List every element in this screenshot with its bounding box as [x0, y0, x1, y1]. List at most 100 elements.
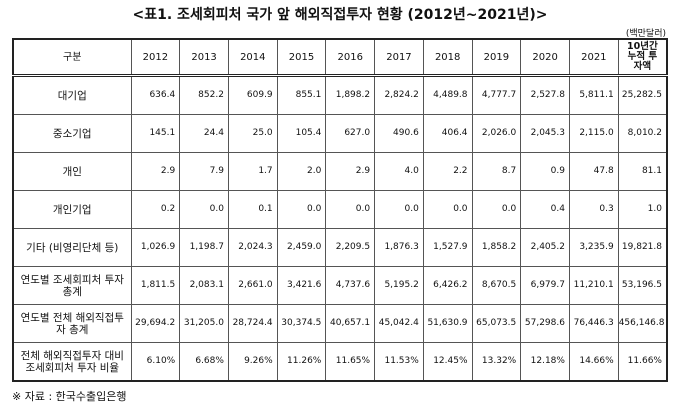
cell: 0.4	[520, 190, 570, 229]
cell: 627.0	[325, 114, 376, 153]
cell: 4,737.6	[325, 266, 376, 305]
cell: 12.18%	[520, 342, 570, 382]
cell: 40,657.1	[325, 304, 376, 343]
cell: 11.65%	[325, 342, 376, 382]
cell: 2,527.8	[520, 75, 570, 115]
cell: 6.68%	[179, 342, 229, 382]
cell: 8,670.5	[471, 266, 522, 305]
source-note: ※ 자료 : 한국수출입은행	[12, 390, 127, 403]
cell: 8.7	[471, 152, 522, 191]
column-header: 2019	[471, 38, 522, 77]
cell: 53,196.5	[617, 266, 668, 305]
column-header: 2014	[227, 38, 278, 77]
cell: 2.0	[276, 152, 327, 191]
cell: 9.26%	[227, 342, 278, 382]
cell: 47.8	[568, 152, 619, 191]
table-row: 대기업 636.4 852.2 609.9 855.1 1,898.2 2,824.2 4,4…	[12, 75, 668, 115]
cell: 0.1	[227, 190, 278, 229]
header-row: 구분 2012 2013 2014 2015 2016 2017 2018 2019 2020 20…	[12, 38, 668, 77]
cell: 11.53%	[374, 342, 424, 382]
cell: 1,026.9	[130, 228, 181, 267]
cell: 81.1	[617, 152, 668, 191]
cell: 0.0	[276, 190, 327, 229]
cell: 1,527.9	[422, 228, 473, 267]
cell: 855.1	[276, 75, 327, 115]
cell: 24.4	[179, 114, 229, 153]
cell: 1,898.2	[325, 75, 376, 115]
cell: 3,235.9	[568, 228, 619, 267]
column-header: 2012	[130, 38, 181, 77]
cell: 636.4	[130, 75, 181, 115]
cell: 51,630.9	[422, 304, 473, 343]
cell: 406.4	[422, 114, 473, 153]
cell: 0.0	[471, 190, 522, 229]
cell: 14.66%	[568, 342, 619, 382]
table-row: 개인 2.9 7.9 1.7 2.0 2.9 4.0 2.2 8.7 0.9 47.8 81.1	[12, 152, 668, 191]
cell: 2,405.2	[520, 228, 570, 267]
row-label: 개인	[12, 152, 132, 191]
cell: 11.26%	[276, 342, 327, 382]
title: <표1. 조세회피처 국가 앞 해외직접투자 현황 (2012년~2021년)>	[132, 7, 548, 23]
cell: 0.0	[422, 190, 473, 229]
column-header: 2021	[568, 38, 619, 77]
cell: 12.45%	[422, 342, 473, 382]
cell: 2,083.1	[179, 266, 229, 305]
cell: 456,146.8	[617, 304, 668, 343]
row-label: 대기업	[12, 75, 132, 115]
cell: 30,374.5	[276, 304, 327, 343]
table-row: 중소기업 145.1 24.4 25.0 105.4 627.0 490.6 406.4 2,0…	[12, 114, 668, 153]
column-header: 2017	[374, 38, 424, 77]
cell: 45,042.4	[374, 304, 424, 343]
cell: 5,195.2	[374, 266, 424, 305]
table-row: 연도별 전체 해외직접투자 총계 29,694.2 31,205.0 28,724.4…	[12, 304, 668, 343]
cell: 4,777.7	[471, 75, 522, 115]
cell: 2,026.0	[471, 114, 522, 153]
row-label: 기타 (비영리단체 등)	[12, 228, 132, 267]
cell: 2,115.0	[568, 114, 619, 153]
cell: 1,811.5	[130, 266, 181, 305]
cell: 1,858.2	[471, 228, 522, 267]
cell: 0.0	[374, 190, 424, 229]
cell: 3,421.6	[276, 266, 327, 305]
cell: 6.10%	[130, 342, 181, 382]
cell: 31,205.0	[179, 304, 229, 343]
cell: 19,821.8	[617, 228, 668, 267]
data-table: 구분 2012 2013 2014 2015 2016 2017 2018 2019 2020 20…	[12, 38, 668, 382]
cell: 8,010.2	[617, 114, 668, 153]
cell: 0.0	[179, 190, 229, 229]
column-header: 구분	[12, 38, 132, 77]
cell: 11,210.1	[568, 266, 619, 305]
unit: (백만달러)	[625, 29, 666, 39]
cell: 76,446.3	[568, 304, 619, 343]
cell: 1.7	[227, 152, 278, 191]
cell: 4,489.8	[422, 75, 473, 115]
column-header: 2020	[520, 38, 570, 77]
cell: 6,426.2	[422, 266, 473, 305]
cell: 5,811.1	[568, 75, 619, 115]
row-label: 연도별 조세회피처 투자총계	[12, 266, 132, 305]
cell: 2,045.3	[520, 114, 570, 153]
cell: 0.2	[130, 190, 181, 229]
cell: 0.9	[520, 152, 570, 191]
cell: 7.9	[179, 152, 229, 191]
cell: 28,724.4	[227, 304, 278, 343]
column-header: 2013	[179, 38, 229, 77]
cell: 105.4	[276, 114, 327, 153]
column-header: 2015	[276, 38, 327, 77]
cell: 2.2	[422, 152, 473, 191]
column-header: 10년간 누적 투자액	[617, 38, 668, 77]
table-row: 기타 (비영리단체 등) 1,026.9 1,198.7 2,024.3 2,459.0…	[12, 228, 668, 267]
row-label: 개인기업	[12, 190, 132, 229]
cell: 490.6	[374, 114, 424, 153]
cell: 57,298.6	[520, 304, 570, 343]
row-label: 전체 해외직접투자 대비 조세회피처 투자 비율	[12, 342, 132, 382]
cell: 2.9	[130, 152, 181, 191]
cell: 1,876.3	[374, 228, 424, 267]
cell: 609.9	[227, 75, 278, 115]
cell: 13.32%	[471, 342, 522, 382]
table-row: 연도별 조세회피처 투자총계 1,811.5 2,083.1 2,661.0 3,421…	[12, 266, 668, 305]
table-row: 개인기업 0.2 0.0 0.1 0.0 0.0 0.0 0.0 0.0 0.4 0.3 1.0	[12, 190, 668, 229]
cell: 2,024.3	[227, 228, 278, 267]
cell: 145.1	[130, 114, 181, 153]
